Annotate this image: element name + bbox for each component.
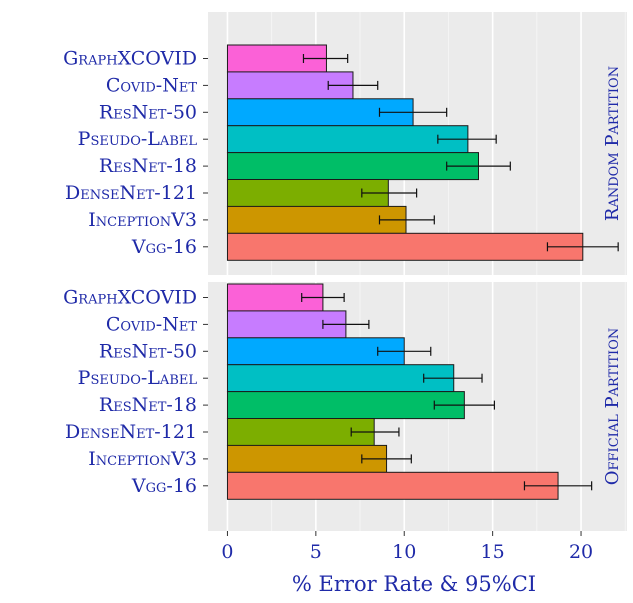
x-tick-label-5: 5 bbox=[310, 541, 322, 563]
x-tick-label-0: 0 bbox=[221, 541, 233, 563]
facet-label-official-partition: Official Partition bbox=[602, 328, 623, 485]
x-tick-label-20: 20 bbox=[569, 541, 593, 563]
y-tick-label-official-partition-vgg-16: Vgg-16 bbox=[131, 475, 197, 497]
bar-random-partition-vgg-16 bbox=[226, 232, 584, 261]
facet-label-random-partition: Random Partition bbox=[602, 66, 623, 221]
y-tick-label-random-partition-covid-net: Covid-Net bbox=[106, 74, 197, 96]
bar-official-partition-inceptionv3 bbox=[226, 444, 388, 473]
y-tick-label-official-partition-pseudo-label: Pseudo-Label bbox=[78, 367, 198, 389]
y-tick-label-official-partition-graphxcovid: GraphXCOVID bbox=[63, 287, 197, 309]
y-tick-label-official-partition-covid-net: Covid-Net bbox=[106, 313, 197, 335]
bar-random-partition-resnet-18 bbox=[226, 152, 479, 181]
y-tick-label-random-partition-densenet-121: DenseNet-121 bbox=[65, 182, 197, 204]
bar-random-partition-pseudo-label bbox=[226, 125, 469, 154]
bar-official-partition-resnet-50 bbox=[226, 337, 405, 366]
bar-official-partition-pseudo-label bbox=[226, 364, 455, 393]
x-tick-label-10: 10 bbox=[392, 541, 416, 563]
y-tick-label-official-partition-resnet-18: ResNet-18 bbox=[99, 394, 197, 416]
y-tick-label-random-partition-graphxcovid: GraphXCOVID bbox=[63, 48, 197, 70]
y-tick-label-random-partition-resnet-50: ResNet-50 bbox=[99, 101, 197, 123]
y-tick-label-official-partition-resnet-50: ResNet-50 bbox=[99, 340, 197, 362]
x-axis-title: % Error Rate & 95%CI bbox=[292, 572, 536, 596]
y-tick-label-random-partition-inceptionv3: InceptionV3 bbox=[88, 209, 197, 231]
y-tick-label-official-partition-densenet-121: DenseNet-121 bbox=[65, 421, 197, 443]
x-tick-label-15: 15 bbox=[481, 541, 505, 563]
y-tick-label-random-partition-pseudo-label: Pseudo-Label bbox=[78, 128, 198, 150]
y-tick-label-random-partition-vgg-16: Vgg-16 bbox=[131, 236, 197, 258]
bar-official-partition-vgg-16 bbox=[226, 471, 559, 500]
y-tick-label-random-partition-resnet-18: ResNet-18 bbox=[99, 155, 197, 177]
bar-official-partition-resnet-18 bbox=[226, 391, 465, 420]
y-tick-label-official-partition-inceptionv3: InceptionV3 bbox=[88, 448, 197, 470]
